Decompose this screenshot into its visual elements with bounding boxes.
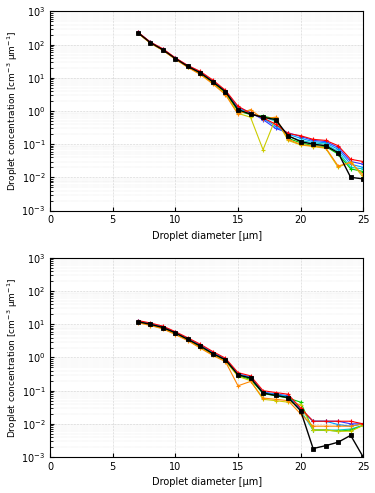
Y-axis label: Droplet concentration [cm$^{-3}$ μm$^{-1}$]: Droplet concentration [cm$^{-3}$ μm$^{-1… <box>6 278 20 437</box>
X-axis label: Droplet diameter [μm]: Droplet diameter [μm] <box>152 231 262 241</box>
X-axis label: Droplet diameter [μm]: Droplet diameter [μm] <box>152 477 262 488</box>
Y-axis label: Droplet concentration [cm$^{-3}$ μm$^{-1}$]: Droplet concentration [cm$^{-3}$ μm$^{-1… <box>6 31 20 191</box>
